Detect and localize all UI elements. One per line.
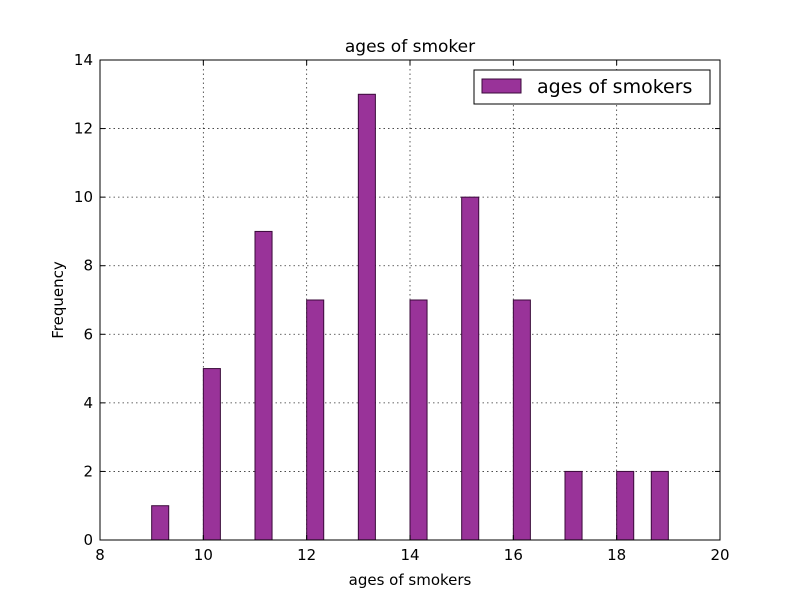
x-tick-label: 18: [607, 546, 626, 564]
histogram-bar: [254, 230, 273, 541]
y-tick-label: 0: [83, 531, 93, 549]
histogram-bar: [650, 470, 669, 541]
axis-ticks: [99, 59, 721, 541]
x-tick-label: 14: [400, 546, 419, 564]
legend-swatch: [481, 78, 522, 94]
legend: ages of smokers: [473, 69, 711, 105]
histogram-bar: [616, 470, 635, 541]
x-tick-label: 16: [504, 546, 523, 564]
legend-label: ages of smokers: [537, 76, 692, 98]
y-tick-label: 12: [74, 120, 93, 138]
histogram-bar: [564, 470, 583, 541]
histogram-bar: [409, 299, 428, 541]
x-tick-label: 20: [710, 546, 729, 564]
x-axis-label: ages of smokers: [349, 571, 472, 589]
histogram-bar: [512, 299, 531, 541]
chart-title: ages of smoker: [345, 37, 475, 57]
histogram-bar: [151, 505, 170, 541]
y-axis-label: Frequency: [49, 261, 67, 339]
histogram-bar: [202, 368, 221, 541]
histogram-bar: [306, 299, 325, 541]
x-tick-label: 10: [194, 546, 213, 564]
histogram-bar: [461, 196, 480, 541]
y-tick-label: 2: [83, 462, 93, 480]
y-tick-label: 10: [74, 188, 93, 206]
y-tick-label: 8: [83, 257, 93, 275]
tick-labels: 8 10 12 14 16 18 20 0 2 4 6 8 10 12 14: [74, 51, 730, 564]
x-tick-label: 12: [297, 546, 316, 564]
histogram-bar: [357, 93, 376, 541]
y-tick-label: 6: [83, 325, 93, 343]
y-tick-label: 4: [83, 394, 93, 412]
y-tick-label: 14: [74, 51, 93, 69]
histogram-bars: [151, 93, 669, 541]
x-tick-label: 8: [95, 546, 105, 564]
